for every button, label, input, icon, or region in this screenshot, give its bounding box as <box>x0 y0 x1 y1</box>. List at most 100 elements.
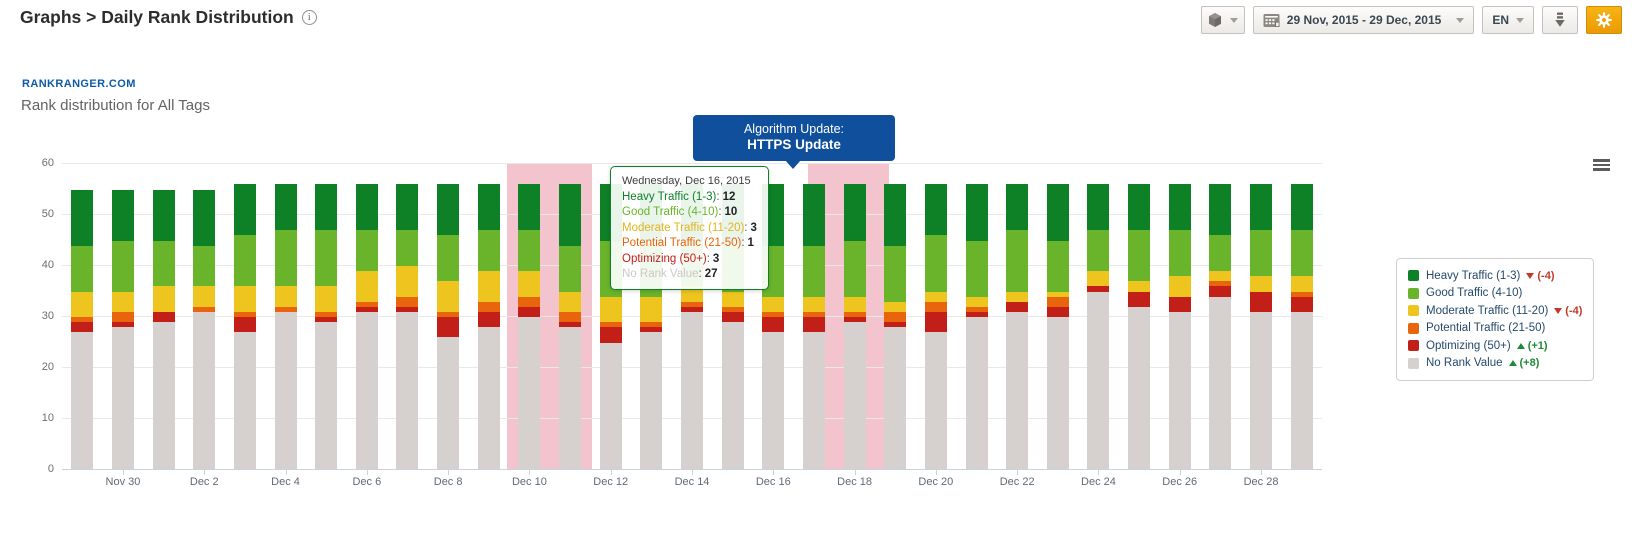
bar-segment <box>1168 311 1191 470</box>
bar-dec-2[interactable] <box>193 189 216 470</box>
bar-segment <box>71 332 94 470</box>
bar-dec-11[interactable] <box>559 184 582 470</box>
bar-segment <box>559 327 582 470</box>
bar-dec-7[interactable] <box>396 184 419 470</box>
bar-segment <box>437 281 460 312</box>
bar-segment <box>884 322 907 328</box>
tooltip-row: Potential Traffic (21-50): 1 <box>622 236 757 252</box>
legend-item[interactable]: No Rank Value (+8) <box>1408 355 1582 373</box>
legend-item[interactable]: Moderate Traffic (11-20) (-4) <box>1408 302 1582 320</box>
bar-segment <box>152 311 175 323</box>
bar-dec-4[interactable] <box>274 184 297 470</box>
algorithm-update-flag[interactable]: Algorithm Update: HTTPS Update <box>693 115 895 169</box>
x-axis-tick <box>204 470 206 475</box>
bar-dec-19[interactable] <box>884 184 907 470</box>
x-axis-label: Dec 28 <box>1243 476 1279 488</box>
bar-dec-18[interactable] <box>843 184 866 470</box>
bar-dec-6[interactable] <box>355 184 378 470</box>
bar-dec-9[interactable] <box>477 184 500 470</box>
tooltip-separator: : <box>706 252 710 265</box>
bar-segment <box>802 296 825 312</box>
date-range-button[interactable]: 29 Nov, 2015 - 29 Dec, 2015 <box>1252 6 1475 34</box>
chevron-down-icon <box>1230 17 1239 23</box>
chart-menu-button[interactable] <box>1593 159 1610 171</box>
legend-item[interactable]: Heavy Traffic (1-3) (-4) <box>1408 267 1582 285</box>
bar-segment <box>355 271 378 302</box>
settings-button[interactable] <box>1586 6 1622 34</box>
x-axis-tick <box>1017 470 1019 475</box>
legend-item[interactable]: Good Traffic (4-10) <box>1408 285 1582 303</box>
bar-dec-5[interactable] <box>315 184 338 470</box>
bar-dec-29[interactable] <box>1290 184 1313 470</box>
bar-dec-17[interactable] <box>802 184 825 470</box>
toolbar: 29 Nov, 2015 - 29 Dec, 2015 EN <box>1200 6 1622 34</box>
bar-segment <box>315 230 338 287</box>
bar-segment <box>1290 291 1313 297</box>
bar-segment <box>843 311 866 318</box>
bar-segment <box>721 306 744 312</box>
bar-segment <box>1046 306 1069 317</box>
flag-line1: Algorithm Update: <box>743 122 845 136</box>
x-axis-label: Dec 4 <box>271 476 300 488</box>
y-axis-label: 0 <box>47 463 54 475</box>
bar-segment <box>1087 291 1110 470</box>
bar-segment <box>152 286 175 312</box>
trend-down-icon <box>1526 272 1535 279</box>
language-label: EN <box>1492 13 1509 27</box>
breadcrumb: Graphs > Daily Rank Distribution <box>20 7 294 27</box>
x-axis-label: Dec 22 <box>999 476 1035 488</box>
chevron-down-icon <box>1516 17 1524 23</box>
bar-dec-22[interactable] <box>1006 184 1029 470</box>
legend-item[interactable]: Potential Traffic (21-50) <box>1408 320 1582 338</box>
x-axis-label: Dec 26 <box>1162 476 1198 488</box>
x-axis-label: Nov 30 <box>105 476 141 488</box>
bar-segment <box>1006 301 1029 312</box>
download-button[interactable] <box>1542 6 1578 34</box>
site-domain[interactable]: RANKRANGER.COM <box>22 78 136 90</box>
y-axis-label: 50 <box>41 208 54 220</box>
bar-segment <box>1290 184 1313 231</box>
bar-dec-27[interactable] <box>1209 184 1232 470</box>
bar-segment <box>640 296 663 323</box>
bar-segment <box>1006 230 1029 292</box>
bar-dec-28[interactable] <box>1250 184 1273 470</box>
bar-segment <box>396 296 419 307</box>
bar-segment <box>437 337 460 470</box>
bar-segment <box>111 327 134 470</box>
y-axis-label: 10 <box>41 412 54 424</box>
bar-segment <box>762 296 785 312</box>
bar-dec-20[interactable] <box>924 184 947 470</box>
bar-dec-24[interactable] <box>1087 184 1110 470</box>
bar-segment <box>233 235 256 287</box>
bar-segment <box>1209 271 1232 282</box>
bar-nov-30[interactable] <box>111 189 134 470</box>
bar-dec-23[interactable] <box>1046 184 1069 470</box>
package-dropdown-button[interactable] <box>1200 6 1245 34</box>
legend-change-value: (+8) <box>1519 357 1540 370</box>
legend-item[interactable]: Optimizing (50+) (+1) <box>1408 337 1582 355</box>
x-axis-tick <box>366 470 368 475</box>
bar-segment <box>884 311 907 323</box>
bar-segment <box>965 317 988 470</box>
bar-dec-10[interactable] <box>518 184 541 470</box>
y-axis-label: 60 <box>41 157 54 169</box>
bar-segment <box>924 301 947 312</box>
package-icon <box>1207 12 1223 28</box>
bar-segment <box>1006 311 1029 470</box>
bar-dec-3[interactable] <box>233 184 256 470</box>
bar-dec-8[interactable] <box>437 184 460 470</box>
bar-segment <box>599 296 622 323</box>
tooltip-row: Heavy Traffic (1-3): 12 <box>622 190 757 206</box>
bar-nov-29[interactable] <box>71 189 94 470</box>
bar-segment <box>111 291 134 312</box>
language-button[interactable]: EN <box>1482 6 1534 34</box>
bar-segment <box>681 306 703 312</box>
legend-swatch <box>1408 287 1419 299</box>
legend-label: Potential Traffic (21-50) <box>1426 322 1546 335</box>
bar-segment <box>274 286 297 307</box>
info-icon[interactable]: i <box>301 10 317 25</box>
bar-dec-21[interactable] <box>965 184 988 470</box>
bar-dec-26[interactable] <box>1168 184 1191 470</box>
bar-dec-25[interactable] <box>1128 184 1151 470</box>
bar-dec-1[interactable] <box>152 189 175 470</box>
